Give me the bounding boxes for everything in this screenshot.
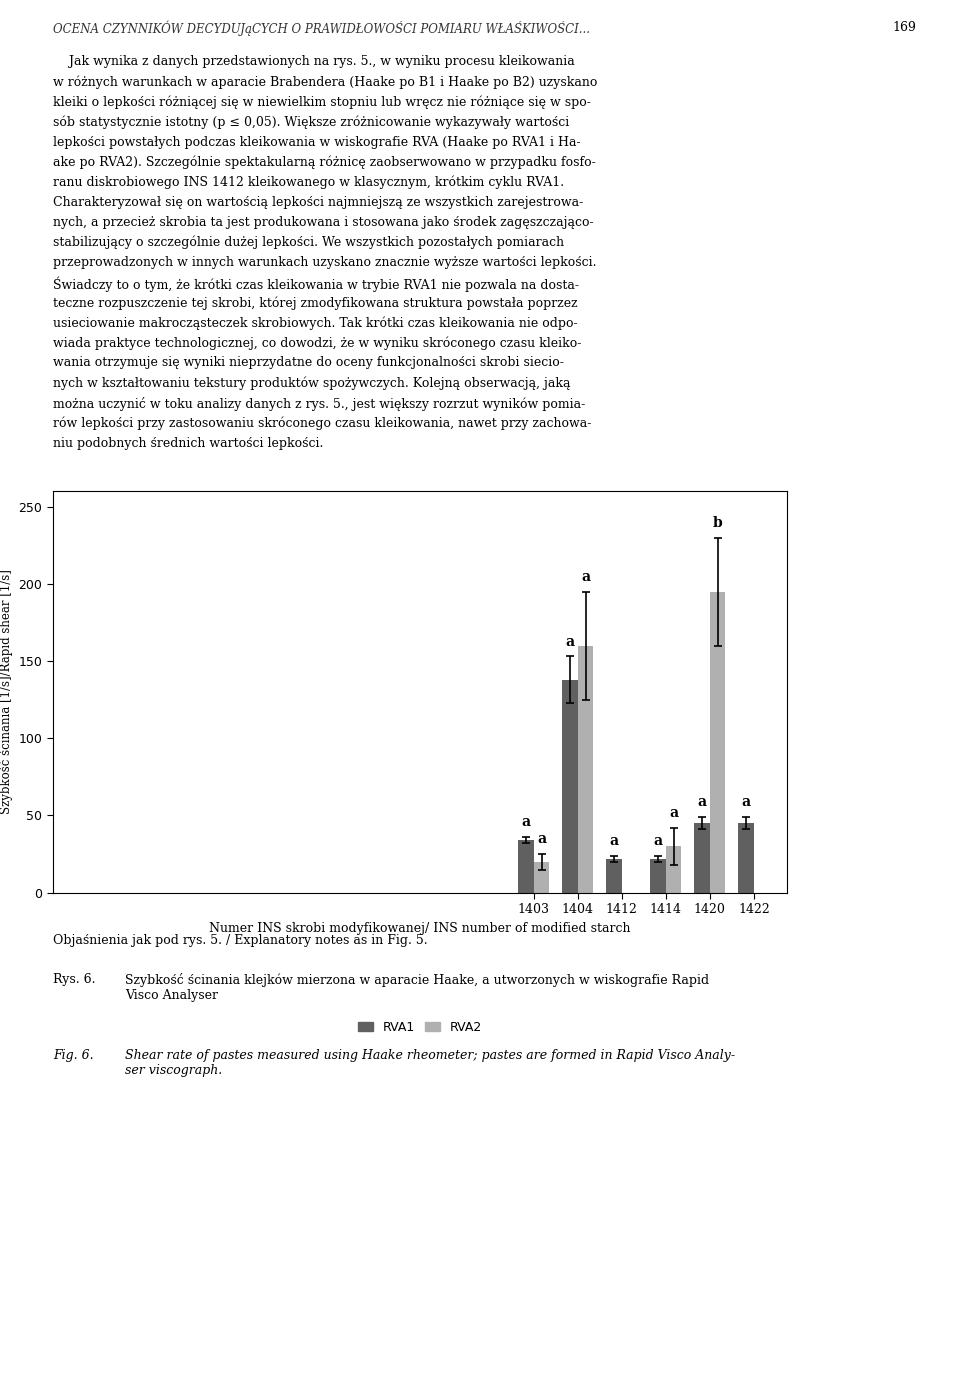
Text: można uczynić w toku analizy danych z rys. 5., jest większy rozrzut wyników pomi: można uczynić w toku analizy danych z ry… <box>53 397 585 411</box>
Text: OCENA CZYNNIKÓW DECYDUJąCYCH O PRAWIDŁOWOŚCI POMIARU WŁAŚKIWOŚCI...: OCENA CZYNNIKÓW DECYDUJąCYCH O PRAWIDŁOW… <box>53 21 589 36</box>
Text: ranu diskrobiowego INS 1412 kleikowanego w klasycznym, krótkim cyklu RVA1.: ranu diskrobiowego INS 1412 kleikowanego… <box>53 176 564 190</box>
Text: kleiki o lepkości różniącej się w niewielkim stopniu lub wręcz nie różniące się : kleiki o lepkości różniącej się w niewie… <box>53 95 590 109</box>
Text: usieciowanie makrocząsteczek skrobiowych. Tak krótki czas kleikowania nie odpo-: usieciowanie makrocząsteczek skrobiowych… <box>53 317 577 329</box>
Text: a: a <box>521 815 531 829</box>
Bar <box>563 680 578 893</box>
Text: ake po RVA2). Szczególnie spektakularną różnicę zaobserwowano w przypadku fosfo-: ake po RVA2). Szczególnie spektakularną … <box>53 156 595 169</box>
Text: a: a <box>537 832 546 847</box>
Text: teczne rozpuszczenie tej skrobi, której zmodyfikowana struktura powstała poprzez: teczne rozpuszczenie tej skrobi, której … <box>53 296 577 310</box>
Text: sób statystycznie istotny (p ≤ 0,05). Większe zróżnicowanie wykazywały wartości: sób statystycznie istotny (p ≤ 0,05). Wi… <box>53 116 569 129</box>
Text: przeprowadzonych w innych warunkach uzyskano znacznie wyższe wartości lepkości.: przeprowadzonych w innych warunkach uzys… <box>53 256 596 268</box>
Text: nych w kształtowaniu tekstury produktów spożywczych. Kolejną obserwacją, jaką: nych w kształtowaniu tekstury produktów … <box>53 376 570 390</box>
Text: a: a <box>669 805 678 821</box>
Bar <box>694 823 709 893</box>
Text: a: a <box>565 635 575 649</box>
Bar <box>651 858 666 893</box>
Text: Fig. 6.: Fig. 6. <box>53 1049 93 1062</box>
Bar <box>738 823 754 893</box>
Y-axis label: Szybkość ścinania [1/s]/Rapid shear [1/s]: Szybkość ścinania [1/s]/Rapid shear [1/s… <box>0 570 12 814</box>
Text: niu podobnych średnich wartości lepkości.: niu podobnych średnich wartości lepkości… <box>53 437 324 450</box>
Text: rów lepkości przy zastosowaniu skróconego czasu kleikowania, nawet przy zachowa-: rów lepkości przy zastosowaniu skróconeg… <box>53 417 591 430</box>
Text: a: a <box>654 835 662 848</box>
Bar <box>534 862 549 893</box>
Text: lepkości powstałych podczas kleikowania w wiskografie RVA (Haake po RVA1 i Ha-: lepkości powstałych podczas kleikowania … <box>53 136 581 148</box>
Text: nych, a przecież skrobia ta jest produkowana i stosowana jako środek zagęszczają: nych, a przecież skrobia ta jest produko… <box>53 216 593 228</box>
Text: wania otrzymuje się wyniki nieprzydatne do oceny funkcjonalności skrobi siecio-: wania otrzymuje się wyniki nieprzydatne … <box>53 357 564 370</box>
Text: Jak wynika z danych przedstawionych na rys. 5., w wyniku procesu kleikowania: Jak wynika z danych przedstawionych na r… <box>53 55 574 68</box>
Bar <box>518 840 534 893</box>
Text: stabilizujący o szczególnie dużej lepkości. We wszystkich pozostałych pomiarach: stabilizujący o szczególnie dużej lepkoś… <box>53 237 564 249</box>
Bar <box>578 646 593 893</box>
Text: 169: 169 <box>893 21 917 33</box>
Legend: RVA1, RVA2: RVA1, RVA2 <box>352 1016 488 1039</box>
Bar <box>709 591 725 893</box>
Text: Objaśnienia jak pod rys. 5. / Explanatory notes as in Fig. 5.: Objaśnienia jak pod rys. 5. / Explanator… <box>53 934 427 947</box>
Text: a: a <box>610 835 618 848</box>
Text: a: a <box>581 570 590 584</box>
X-axis label: Numer INS skrobi modyfikowanej/ INS number of modified starch: Numer INS skrobi modyfikowanej/ INS numb… <box>209 922 631 934</box>
Text: Charakteryzował się on wartością lepkości najmniejszą ze wszystkich zarejestrowa: Charakteryzował się on wartością lepkośc… <box>53 197 583 209</box>
Text: Shear rate of pastes measured using Haake rheometer; pastes are formed in Rapid : Shear rate of pastes measured using Haak… <box>125 1049 735 1077</box>
Text: b: b <box>712 516 722 530</box>
Bar <box>607 858 622 893</box>
Text: Szybkość ścinania klejków mierzona w aparacie Haake, a utworzonych w wiskografie: Szybkość ścinania klejków mierzona w apa… <box>125 973 708 1002</box>
Text: Rys. 6.: Rys. 6. <box>53 973 95 985</box>
Bar <box>666 847 682 893</box>
Text: Świadczy to o tym, że krótki czas kleikowania w trybie RVA1 nie pozwala na dosta: Świadczy to o tym, że krótki czas kleiko… <box>53 277 579 292</box>
Text: w różnych warunkach w aparacie Brabendera (Haake po B1 i Haake po B2) uzyskano: w różnych warunkach w aparacie Brabender… <box>53 75 597 89</box>
Text: a: a <box>741 796 751 810</box>
Text: wiada praktyce technologicznej, co dowodzi, że w wyniku skróconego czasu kleiko-: wiada praktyce technologicznej, co dowod… <box>53 336 581 350</box>
Text: a: a <box>698 796 707 810</box>
